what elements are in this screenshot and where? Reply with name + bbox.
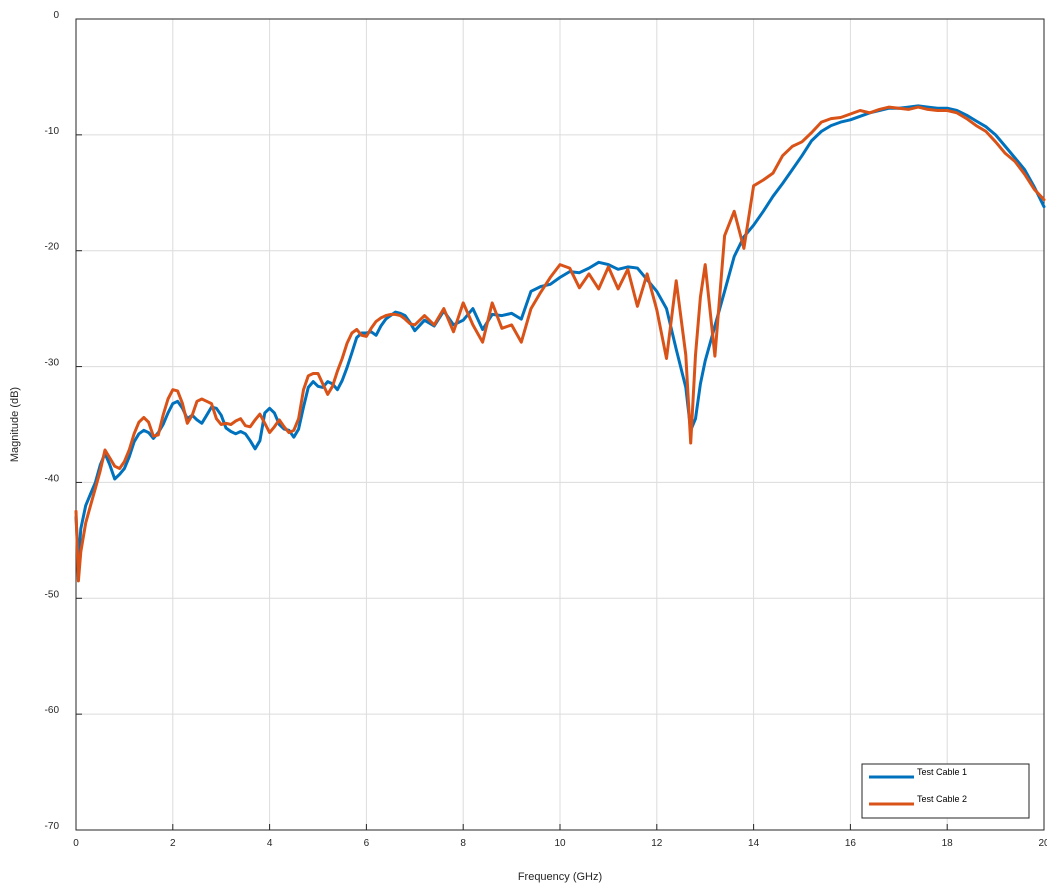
legend-box [861, 763, 1030, 819]
x-tick-label: 14 [748, 838, 760, 849]
series-line-2 [74, 105, 1046, 583]
x-tick-label: 18 [942, 838, 954, 849]
y-tick-label: -10 [45, 126, 60, 137]
series-layer [74, 104, 1046, 583]
y-tick-label: -60 [45, 705, 60, 716]
x-tick-label: 16 [845, 838, 857, 849]
y-tick-labels: 0 -10 -20 -30 -40 -50 -60 -70 [45, 10, 82, 832]
y-tick-label: 0 [53, 10, 59, 21]
legend-label-2: Test Cable 2 [917, 794, 967, 804]
x-tick-label: 8 [460, 838, 466, 849]
legend-label-1: Test Cable 1 [917, 767, 967, 777]
y-tick-label: -70 [45, 821, 60, 832]
x-tick-label: 2 [170, 838, 176, 849]
x-tick-label: 0 [73, 838, 79, 849]
y-tick-label: -40 [45, 473, 60, 484]
y-tick-label: -30 [45, 358, 60, 369]
x-tick-label: 12 [651, 838, 663, 849]
x-tick-label: 4 [267, 838, 273, 849]
x-tick-label: 20 [1038, 838, 1047, 849]
legend: Test Cable 1 Test Cable 2 [861, 763, 1030, 819]
x-tick-label: 6 [364, 838, 370, 849]
x-axis-label: Frequency (GHz) [518, 871, 602, 883]
x-tick-labels: 0 2 4 6 8 10 12 14 16 18 20 [73, 824, 1047, 849]
y-axis-label: Magnitude (dB) [9, 387, 21, 462]
y-tick-label: -20 [45, 242, 60, 253]
x-tick-label: 10 [554, 838, 566, 849]
y-tick-label: -50 [45, 589, 60, 600]
